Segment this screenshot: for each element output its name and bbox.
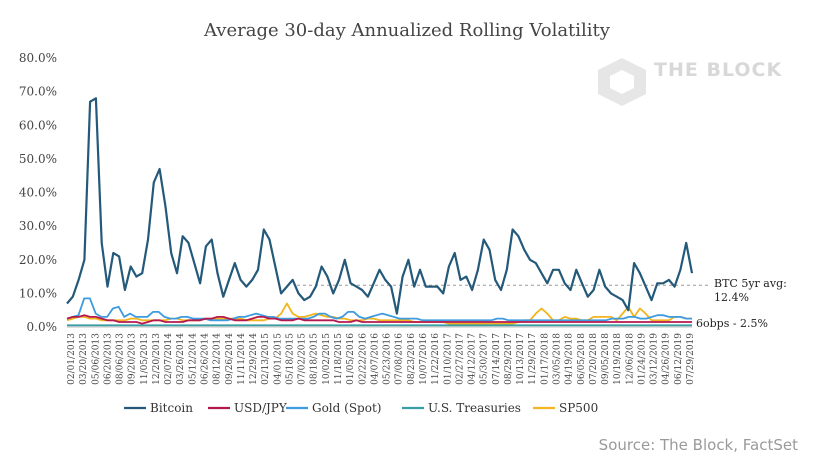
side-label-annotation: 6obps - 2.5% <box>696 317 769 330</box>
x-tick-label: 07/29/2019 <box>686 333 696 385</box>
y-tick-label: 50.0% <box>19 152 57 166</box>
legend: Bitcoin USD/JPY Gold (Spot) U.S. Treasuries… <box>124 401 598 415</box>
x-tick-label: 09/20/2013 <box>128 333 138 385</box>
x-tick-label: 10/07/2016 <box>419 333 429 385</box>
x-tick-label: 10/19/2018 <box>613 333 623 385</box>
y-tick-label: 10.0% <box>19 286 57 300</box>
x-tick-label: 07/14/2017 <box>492 333 502 385</box>
x-tick-label: 08/29/2017 <box>504 333 514 385</box>
btc-average-annotation: BTC 5yr avg: 12.4% <box>714 277 787 304</box>
x-tick-label: 01/17/2018 <box>540 333 550 385</box>
y-tick-label: 60.0% <box>19 118 57 132</box>
x-tick-label: 04/26/2019 <box>662 333 672 385</box>
watermark-logo <box>594 56 734 106</box>
x-tick-label: 05/06/2013 <box>91 333 101 385</box>
legend-label: SP500 <box>559 401 598 415</box>
y-tick-label: 20.0% <box>19 253 57 267</box>
x-tick-label: 12/29/2014 <box>249 333 259 385</box>
x-tick-label: 06/12/2019 <box>674 333 684 385</box>
x-tick-label: 02/01/2013 <box>67 333 77 385</box>
x-tick-label: 02/27/2017 <box>455 333 465 385</box>
x-tick-label: 07/20/2018 <box>589 333 599 385</box>
chart-title: Average 30-day Annualized Rolling Volati… <box>204 20 610 41</box>
x-tick-label: 04/12/2017 <box>468 333 478 385</box>
x-tick-label: 11/05/2013 <box>140 333 150 385</box>
x-tick-label: 11/22/2016 <box>431 333 441 385</box>
x-tick-label: 04/01/2015 <box>273 333 283 385</box>
block-logo-icon <box>598 58 646 106</box>
x-tick-label: 01/24/2019 <box>637 333 647 385</box>
x-tick-labels: 02/01/2013 03/20/2013 05/06/2013 06/20/2013… <box>67 333 696 385</box>
x-tick-label: 11/11/2014 <box>237 333 247 385</box>
x-tick-label: 08/12/2014 <box>213 333 223 385</box>
legend-label: Gold (Spot) <box>312 401 381 415</box>
x-tick-label: 08/18/2015 <box>310 333 320 385</box>
x-tick-label: 04/07/2016 <box>370 333 380 385</box>
x-tick-label: 05/30/2017 <box>480 333 490 385</box>
series-line-bitcoin <box>66 97 694 315</box>
x-tick-label: 05/23/2016 <box>383 333 393 385</box>
watermark-text: THE BLOCK <box>654 59 783 81</box>
x-tick-label: 06/05/2018 <box>577 333 587 385</box>
x-tick-label: 12/06/2018 <box>625 333 635 385</box>
x-tick-label: 04/19/2018 <box>565 333 575 385</box>
x-tick-label: 01/10/2017 <box>443 333 453 385</box>
x-tick-label: 10/02/2015 <box>322 333 332 385</box>
x-tick-label: 09/26/2014 <box>225 333 235 385</box>
x-tick-label: 05/12/2014 <box>188 333 198 385</box>
series-line-usd-jpy <box>66 314 692 325</box>
x-tick-label: 11/29/2017 <box>528 333 538 385</box>
series-line-gold-spot <box>66 297 692 322</box>
x-tick-label: 12/20/2013 <box>152 333 162 385</box>
x-tick-label: 07/08/2016 <box>395 333 405 385</box>
x-tick-label: 09/05/2018 <box>601 333 611 385</box>
x-tick-label: 11/18/2015 <box>334 333 344 385</box>
legend-label: U.S. Treasuries <box>428 401 521 415</box>
y-tick-label: 30.0% <box>19 219 57 233</box>
x-tick-label: 05/18/2015 <box>285 333 295 385</box>
x-tick-label: 03/20/2013 <box>79 333 89 385</box>
source-caption: Source: The Block, FactSet <box>598 436 798 454</box>
x-tick-label: 03/05/2018 <box>552 333 562 385</box>
x-tick-label: 08/06/2013 <box>116 333 126 385</box>
x-tick-label: 03/12/2019 <box>650 333 660 385</box>
legend-label: USD/JPY <box>234 401 288 415</box>
x-tick-label: 03/26/2014 <box>176 333 186 385</box>
x-tick-label: 06/20/2013 <box>103 333 113 385</box>
x-tick-label: 08/23/2016 <box>407 333 417 385</box>
y-tick-labels: 0.0% 10.0% 20.0% 30.0% 40.0% 50.0% 60.0% 70.0% 8… <box>19 51 57 334</box>
y-tick-label: 80.0% <box>19 51 57 65</box>
y-tick-label: 70.0% <box>19 85 57 99</box>
x-tick-label: 10/13/2017 <box>516 333 526 385</box>
series-lines <box>66 97 694 327</box>
x-tick-label: 02/07/2014 <box>164 333 174 385</box>
y-tick-label: 0.0% <box>27 320 58 334</box>
x-tick-label: 06/26/2014 <box>201 333 211 385</box>
legend-label: Bitcoin <box>150 401 193 415</box>
x-tick-label: 02/13/2015 <box>261 333 271 385</box>
y-tick-label: 40.0% <box>19 186 57 200</box>
x-tick-label: 07/02/2015 <box>298 333 308 385</box>
x-tick-label: 01/05/2016 <box>346 333 356 385</box>
x-tick-label: 02/22/2016 <box>358 333 368 385</box>
